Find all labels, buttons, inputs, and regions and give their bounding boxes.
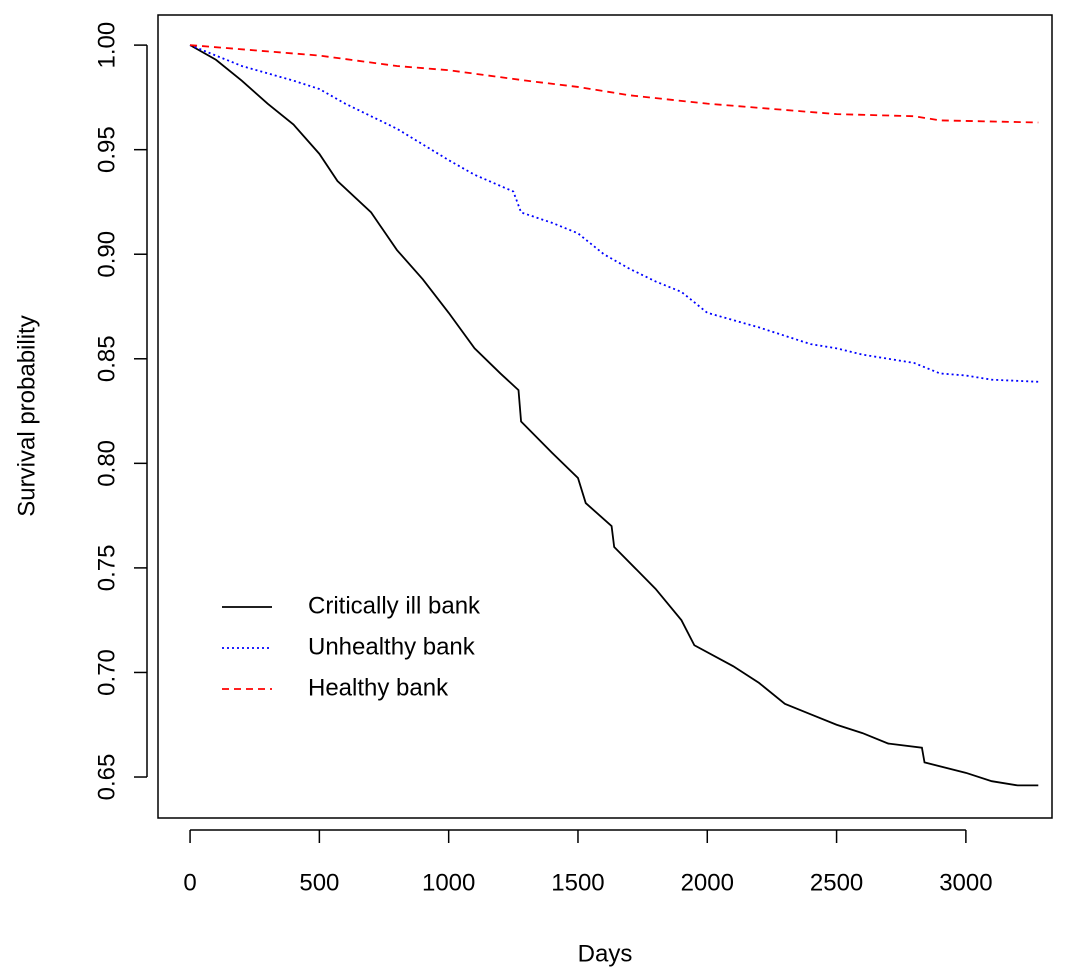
legend-label: Unhealthy bank: [308, 633, 476, 660]
y-tick-label: 0.75: [93, 545, 120, 592]
y-tick-label: 0.70: [93, 649, 120, 696]
x-tick-label: 2500: [810, 869, 863, 896]
y-tick-label: 0.85: [93, 335, 120, 382]
y-axis-label: Survival probability: [13, 315, 40, 516]
y-tick-label: 0.95: [93, 126, 120, 173]
legend-label: Healthy bank: [308, 674, 449, 701]
x-tick-label: 0: [183, 869, 196, 896]
x-tick-label: 1500: [551, 869, 604, 896]
x-tick-label: 2000: [681, 869, 734, 896]
plot-box: [157, 14, 1053, 819]
series-line: [189, 44, 1039, 124]
series-line: [189, 44, 1039, 787]
x-tick-label: 500: [299, 869, 339, 896]
y-tick-label: 0.80: [93, 440, 120, 487]
legend-label: Critically ill bank: [308, 592, 481, 619]
y-tick-label: 0.65: [93, 754, 120, 801]
x-tick-label: 3000: [939, 869, 992, 896]
x-tick-label: 1000: [422, 869, 475, 896]
x-axis-label: Days: [578, 940, 633, 967]
series-line: [189, 44, 1039, 383]
y-tick-label: 1.00: [93, 22, 120, 69]
y-tick-label: 0.90: [93, 231, 120, 278]
